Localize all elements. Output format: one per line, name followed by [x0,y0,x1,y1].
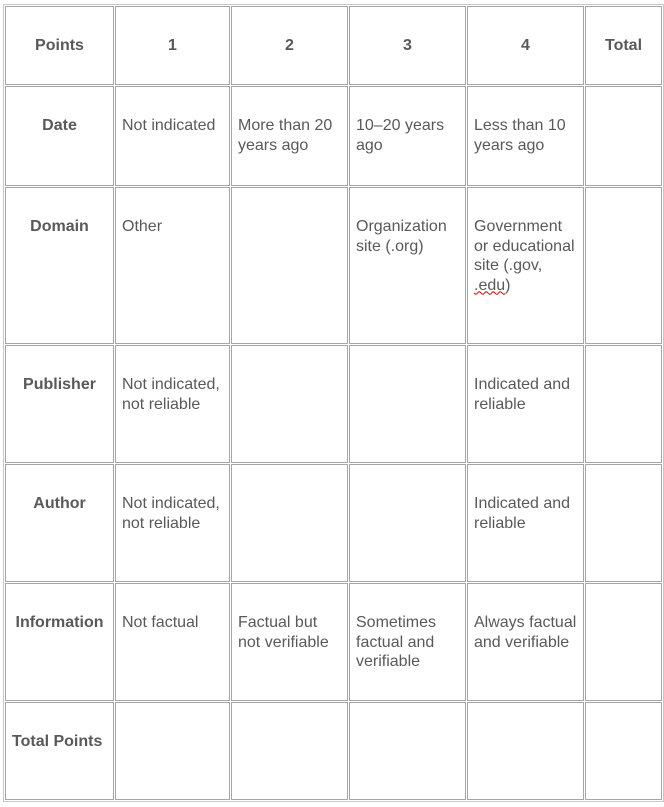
header-cell: 1 [115,6,230,85]
table-cell: Not indicated, not reliable [115,464,230,582]
table-cell [585,464,662,582]
header-cell: 4 [467,6,584,85]
header-cell: Total [585,6,662,85]
table-cell [231,464,348,582]
spellcheck-word: .edu [474,276,506,294]
points-rubric-table: Points 1 2 3 4 Total Date Not indicated … [3,4,664,802]
table-row: Date Not indicated More than 20 years ag… [5,86,662,186]
table-cell [585,345,662,463]
row-label: Publisher [5,345,114,463]
total-row: Total Points [5,702,662,800]
row-label: Author [5,464,114,582]
cell-text: Government or educational site (.gov, [474,218,575,274]
table-cell: Indicated and reliable [467,345,584,463]
table-cell: Less than 10 years ago [467,86,584,186]
table-cell: 10–20 years ago [349,86,466,186]
table-cell [231,345,348,463]
row-label: Domain [5,187,114,344]
table-cell: Always factual and verifiable [467,583,584,701]
table-cell: Other [115,187,230,344]
table-cell: Government or educational site (.gov, .e… [467,187,584,344]
table-cell [349,345,466,463]
row-label: Total Points [5,702,114,800]
table-row: Domain Other Organization site (.org) Go… [5,187,662,344]
table-cell: Not factual [115,583,230,701]
table-cell: Not indicated, not reliable [115,345,230,463]
row-label: Date [5,86,114,186]
row-label: Information [5,583,114,701]
header-row: Points 1 2 3 4 Total [5,6,662,85]
table-cell: Indicated and reliable [467,464,584,582]
table-row: Author Not indicated, not reliable Indic… [5,464,662,582]
cell-text: ) [505,276,511,294]
table-cell [231,702,348,800]
table-cell: Factual but not verifiable [231,583,348,701]
table-cell [585,187,662,344]
table-cell [115,702,230,800]
table-cell: Sometimes factual and verifiable [349,583,466,701]
table-cell [467,702,584,800]
table-cell [349,464,466,582]
header-cell: 2 [231,6,348,85]
table-cell: More than 20 years ago [231,86,348,186]
table-cell [585,86,662,186]
header-cell: 3 [349,6,466,85]
table-cell [585,702,662,800]
table-cell [231,187,348,344]
table-row: Information Not factual Factual but not … [5,583,662,701]
table-cell: Not indicated [115,86,230,186]
table-cell [349,702,466,800]
table-row: Publisher Not indicated, not reliable In… [5,345,662,463]
table-cell: Organization site (.org) [349,187,466,344]
table-cell [585,583,662,701]
header-cell: Points [5,6,114,85]
